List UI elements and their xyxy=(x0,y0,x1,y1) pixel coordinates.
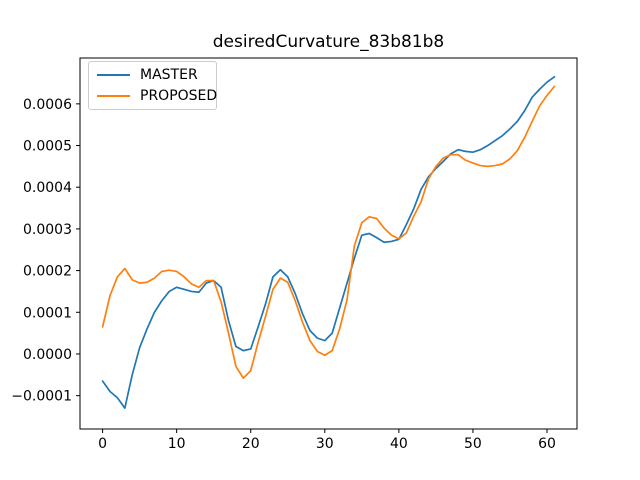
legend-item-master: MASTER xyxy=(97,68,216,82)
y-tick-label: 0.0001 xyxy=(23,305,72,321)
legend: MASTER PROPOSED xyxy=(88,61,217,110)
y-tick-label: 0.0002 xyxy=(23,264,72,280)
line-proposed xyxy=(101,85,556,379)
x-tick-label: 10 xyxy=(168,436,186,452)
y-tick-label: 0.0004 xyxy=(23,180,72,196)
x-tick-label: 50 xyxy=(464,436,482,452)
x-tick-label: 0 xyxy=(98,436,107,452)
plot-area xyxy=(79,57,578,430)
x-tick-label: 20 xyxy=(242,436,260,452)
y-tick-label: 0.0000 xyxy=(23,347,72,363)
legend-label-proposed: PROPOSED xyxy=(140,87,218,104)
legend-item-proposed: PROPOSED xyxy=(97,87,218,104)
legend-label-master: MASTER xyxy=(140,67,198,84)
x-tick-label: 60 xyxy=(538,436,556,452)
legend-line-proposed xyxy=(97,94,130,97)
chart-title: desiredCurvature_83b81b8 xyxy=(212,32,445,52)
y-tick-label: −0.0001 xyxy=(11,389,72,405)
line-master xyxy=(101,75,556,410)
y-tick-label: 0.0006 xyxy=(23,97,72,113)
x-tick-label: 30 xyxy=(316,436,334,452)
y-tick-label: 0.0005 xyxy=(23,139,72,155)
x-tick-label: 40 xyxy=(390,436,408,452)
legend-line-master xyxy=(97,74,130,77)
y-tick-label: 0.0003 xyxy=(23,222,72,238)
